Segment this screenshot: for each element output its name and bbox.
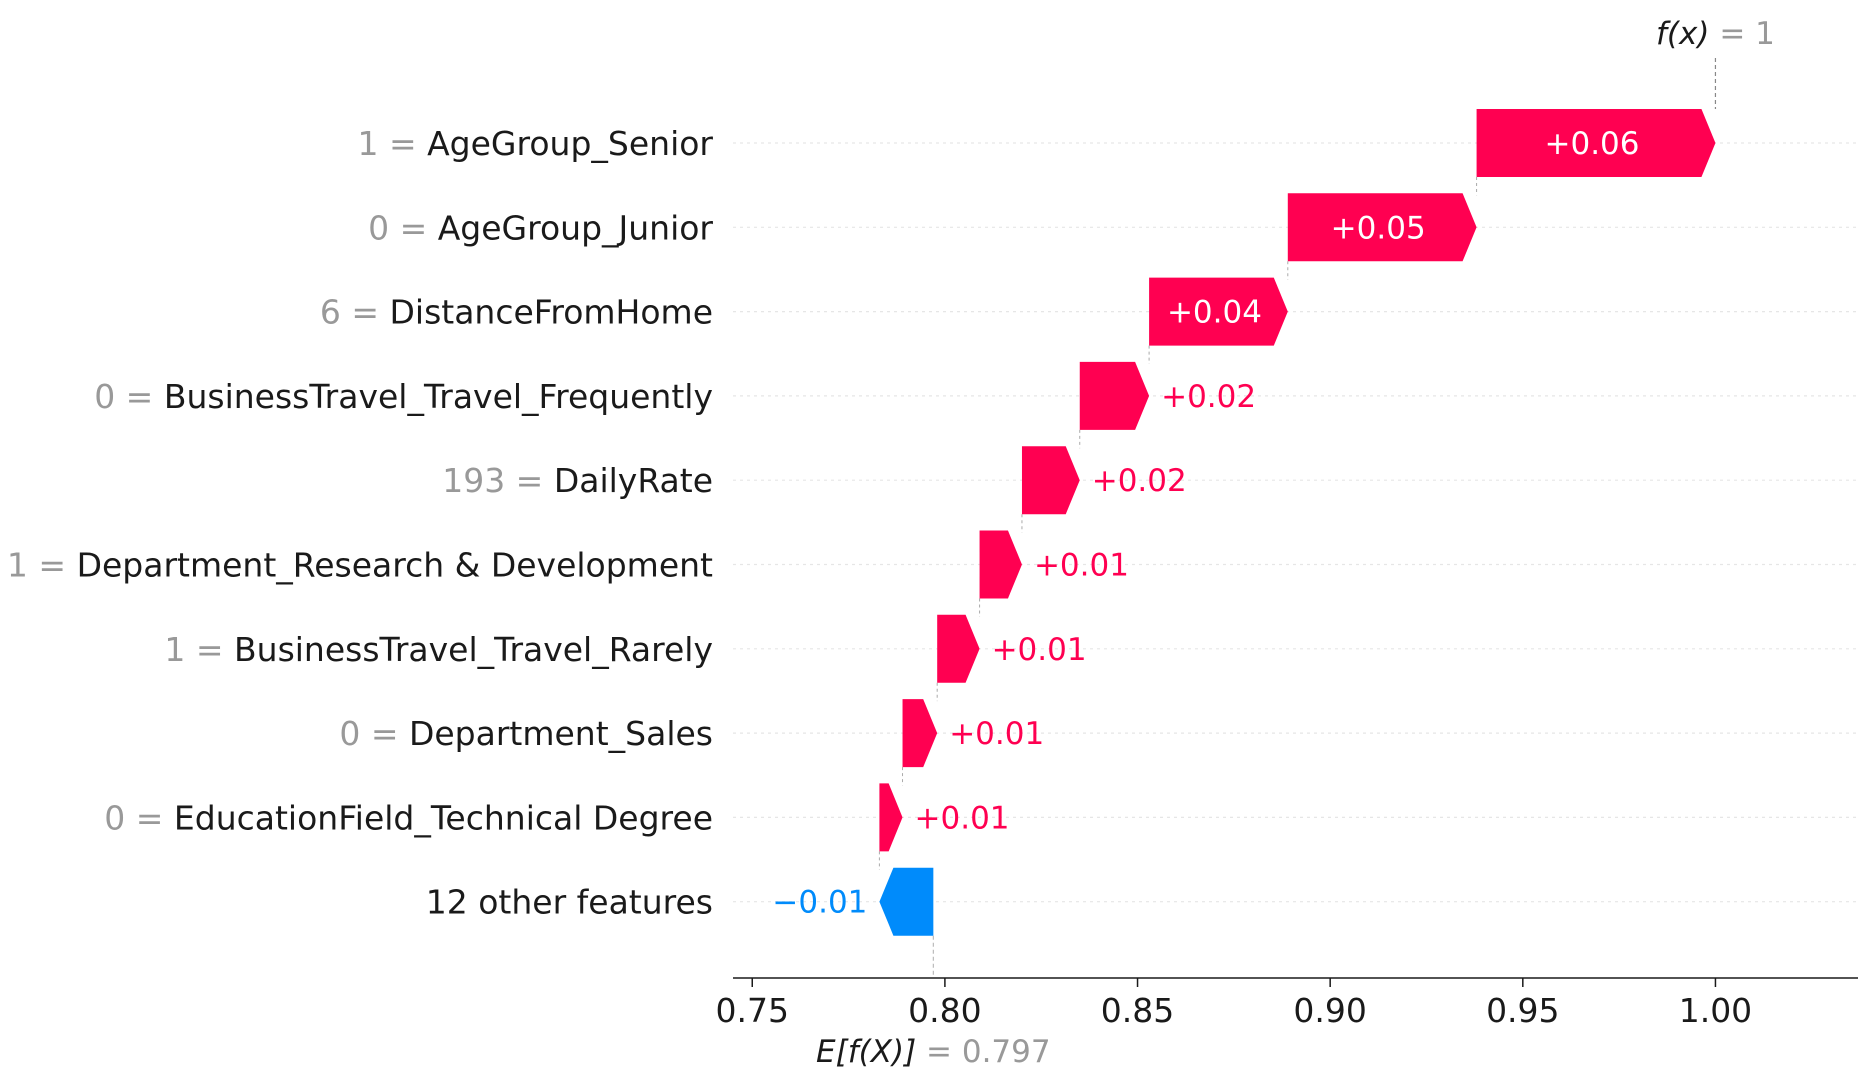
contribution-label: +0.01 — [949, 716, 1044, 752]
contribution-bar — [1476, 109, 1716, 177]
bars-layer — [879, 109, 1716, 936]
contribution-label: −0.01 — [772, 885, 867, 921]
contribution-bar — [1149, 277, 1288, 346]
feature-label: 12 other features — [426, 883, 713, 922]
feature-label: 6 = DistanceFromHome — [320, 293, 713, 332]
x-tick-label: 0.90 — [1293, 991, 1366, 1030]
feature-name: Department_Sales — [409, 714, 713, 753]
feature-labels-layer: +0.06 1 = AgeGroup_Senior +0.05 0 = AgeGrou… — [7, 124, 1640, 922]
contribution-label: +0.06 — [1545, 126, 1640, 162]
x-axis: 0.75 0.80 0.85 0.90 0.95 1.00 — [716, 977, 1858, 1030]
contribution-bar — [879, 867, 934, 936]
feature-label: 1 = Department_Research & Development — [7, 546, 713, 585]
contribution-label: +0.05 — [1331, 210, 1426, 246]
feature-label: 0 = BusinessTravel_Travel_Frequently — [94, 377, 713, 416]
base-value-annotation: E[f(X)] = 0.797 — [816, 1034, 1051, 1070]
annotations-layer: f(x) = 1 E[f(X)] = 0.797 — [816, 16, 1775, 1070]
feature-value: 0 = — [104, 798, 174, 837]
contribution-label: +0.02 — [1161, 379, 1256, 415]
contribution-bar — [1079, 361, 1150, 430]
feature-name: BusinessTravel_Travel_Rarely — [234, 630, 713, 669]
feature-name: AgeGroup_Senior — [427, 124, 713, 163]
contribution-bar — [1287, 193, 1477, 262]
feature-value: 1 = — [357, 124, 427, 163]
feature-label: 0 = Department_Sales — [339, 714, 713, 753]
feature-value: 6 = — [320, 293, 390, 332]
x-tick-label: 1.00 — [1679, 991, 1752, 1030]
feature-value: 193 = — [442, 461, 554, 500]
feature-value: 0 = — [339, 714, 409, 753]
x-tick-label: 0.75 — [716, 991, 789, 1030]
feature-label: 0 = AgeGroup_Junior — [368, 208, 713, 247]
contribution-bar — [979, 530, 1022, 599]
x-tick-label: 0.85 — [1101, 991, 1174, 1030]
x-tick-label: 0.80 — [908, 991, 981, 1030]
contribution-label: +0.01 — [915, 800, 1010, 836]
feature-name: 12 other features — [426, 883, 713, 922]
contribution-label: +0.04 — [1167, 295, 1262, 331]
contribution-label: +0.01 — [992, 632, 1087, 668]
reference-lines — [878, 58, 1717, 978]
contribution-bar — [1021, 446, 1080, 515]
feature-label: 1 = AgeGroup_Senior — [357, 124, 713, 163]
feature-value: 1 = — [7, 546, 77, 585]
feature-label: 193 = DailyRate — [442, 461, 713, 500]
feature-value: 0 = — [94, 377, 164, 416]
feature-name: DailyRate — [554, 461, 713, 500]
feature-value: 0 = — [368, 208, 438, 247]
feature-name: Department_Research & Development — [77, 546, 713, 585]
feature-label: 0 = EducationField_Technical Degree — [104, 798, 713, 837]
feature-value: 1 = — [164, 630, 234, 669]
feature-name: AgeGroup_Junior — [438, 208, 714, 247]
contribution-bar — [902, 699, 938, 768]
feature-name: DistanceFromHome — [389, 293, 713, 332]
output-value-annotation: f(x) = 1 — [1656, 16, 1775, 52]
contribution-label: +0.02 — [1092, 463, 1187, 499]
contribution-label: +0.01 — [1034, 548, 1129, 584]
contribution-bar — [879, 783, 903, 852]
contribution-bar — [937, 614, 980, 683]
feature-label: 1 = BusinessTravel_Travel_Rarely — [164, 630, 713, 669]
feature-name: EducationField_Technical Degree — [174, 798, 713, 837]
feature-name: BusinessTravel_Travel_Frequently — [164, 377, 713, 416]
x-tick-label: 0.95 — [1486, 991, 1559, 1030]
